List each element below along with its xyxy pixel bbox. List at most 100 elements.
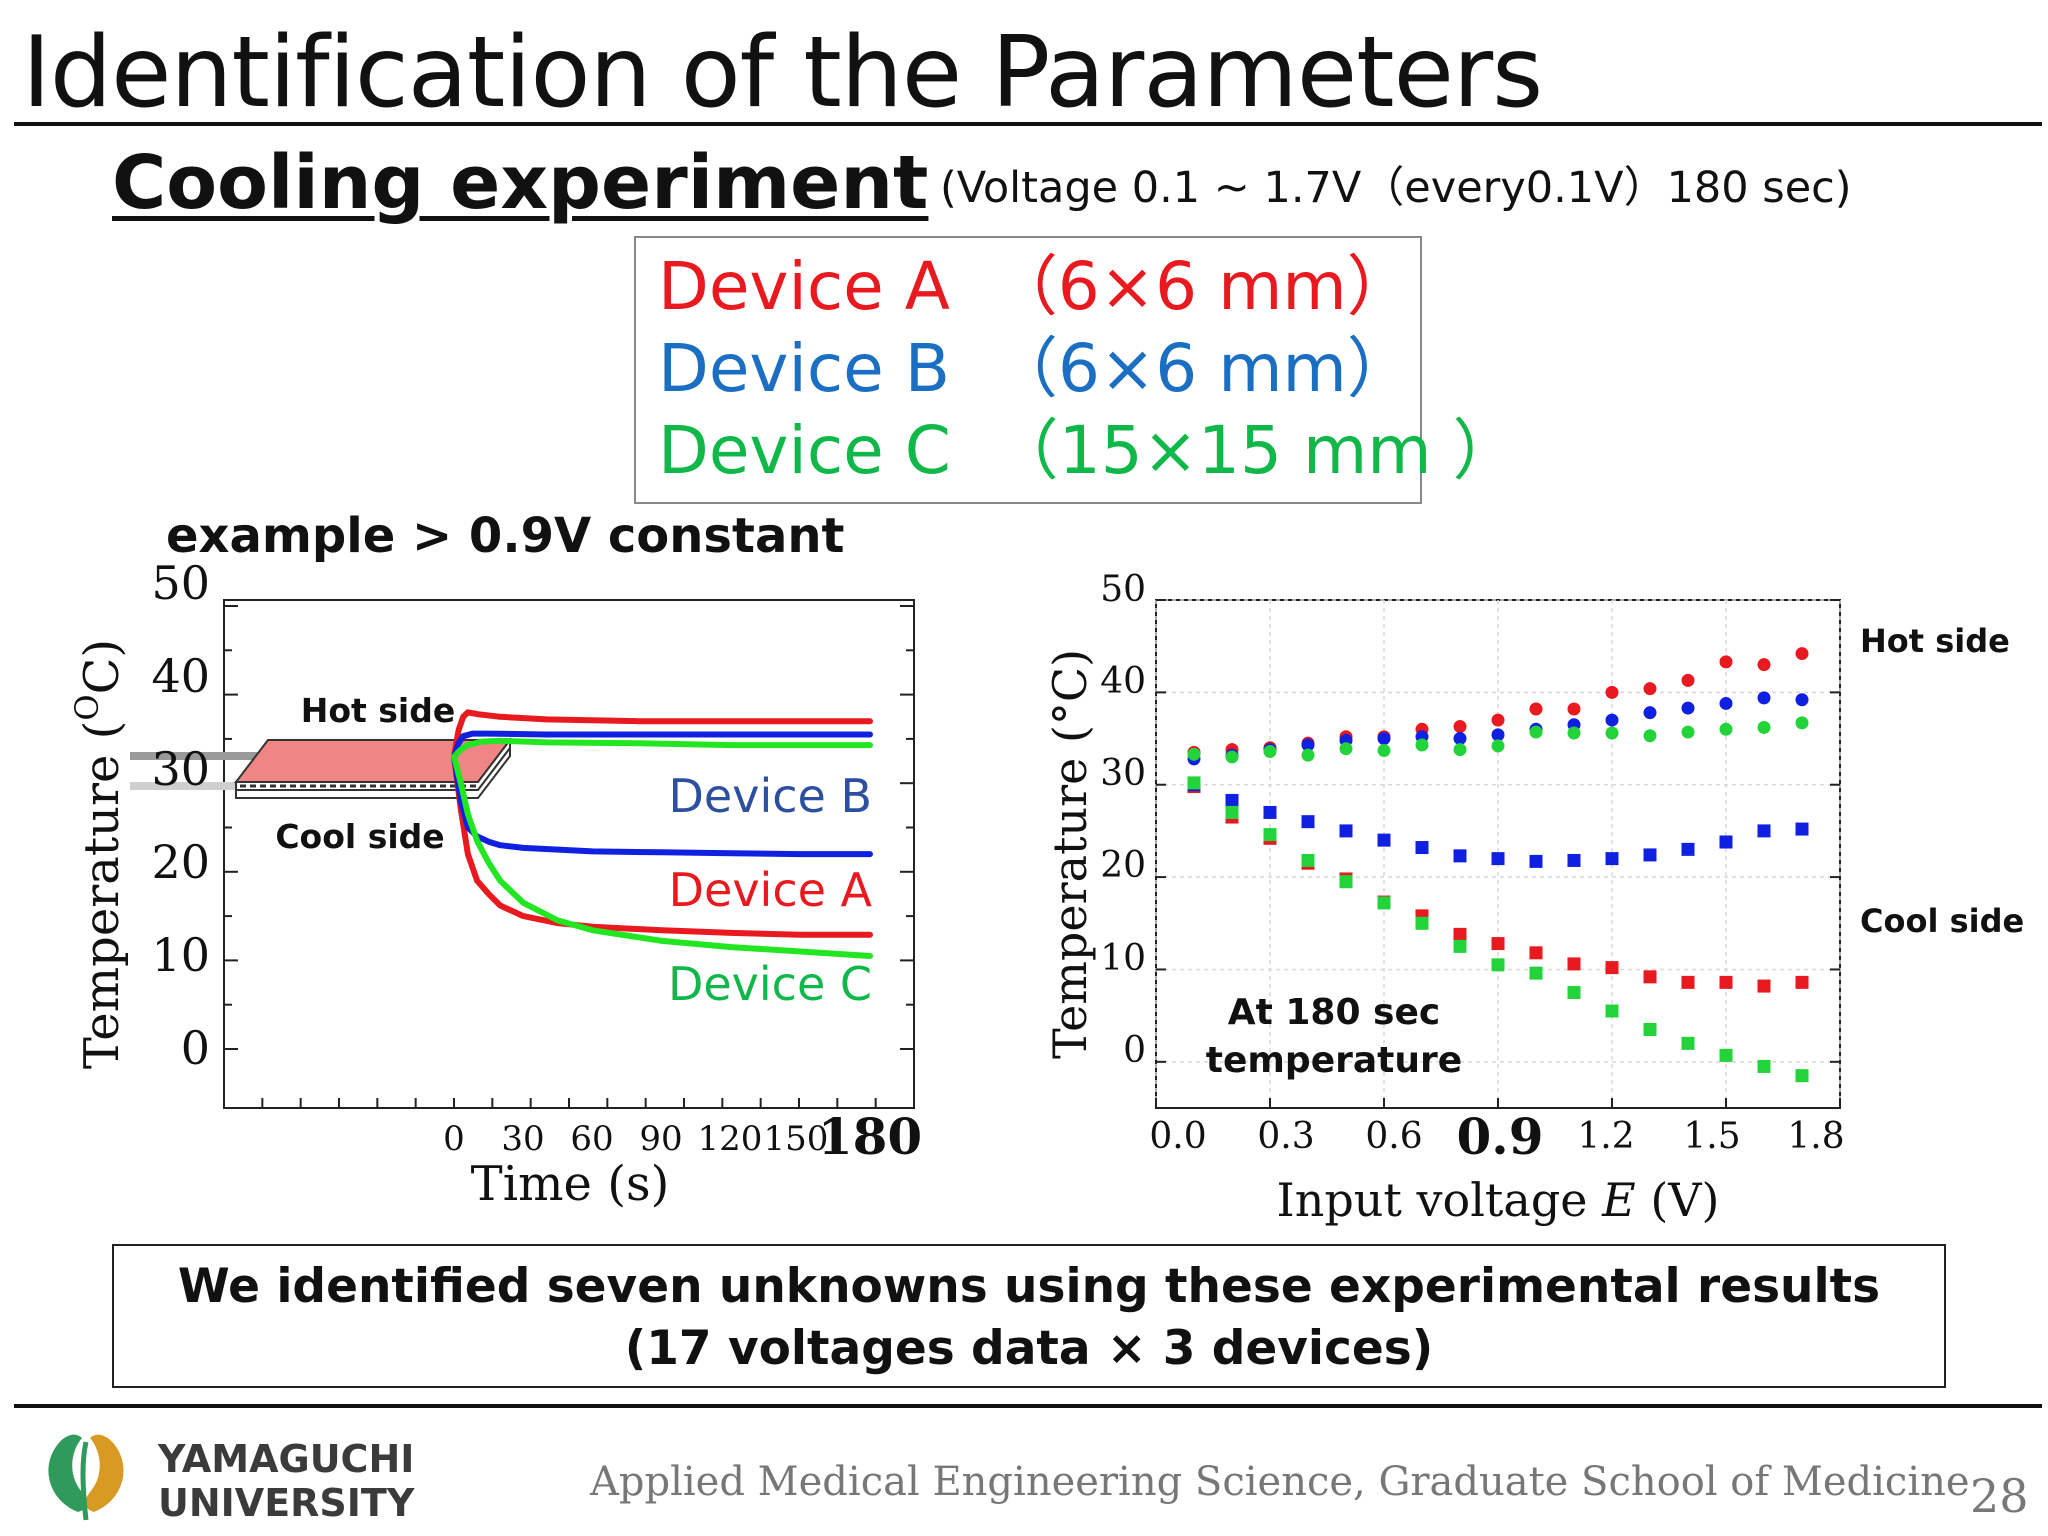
left-x-tick-60: 60	[570, 1119, 613, 1159]
right-point-s5-p9	[1529, 966, 1543, 980]
right-point-s1-p5	[1377, 732, 1391, 746]
right-x-tick-1.5: 1.5	[1683, 1116, 1740, 1157]
right-series-group	[1187, 647, 1809, 1083]
right-point-s1-p14	[1719, 696, 1733, 710]
left-x-tick-120: 120	[698, 1119, 763, 1159]
right-y-tick-40: 40	[1100, 661, 1146, 702]
right-point-s2-p11	[1605, 726, 1619, 740]
left-x-tick-0: 0	[443, 1119, 465, 1159]
right-point-s0-p7	[1453, 720, 1467, 734]
right-point-s4-p9	[1529, 854, 1543, 868]
right-point-s2-p5	[1377, 744, 1391, 758]
left-y-tick-20: 20	[151, 835, 210, 889]
right-point-s5-p5	[1377, 896, 1391, 910]
left-y-tick-30: 30	[151, 742, 210, 796]
legend-device-b: Device B （6×6 mm）	[658, 328, 1413, 410]
right-point-s5-p10	[1567, 986, 1581, 1000]
right-point-s0-p10	[1567, 702, 1581, 716]
logo-right-leaf	[85, 1434, 124, 1512]
left-y-tick-0: 0	[181, 1021, 210, 1075]
right-y-tick-0: 0	[1123, 1030, 1146, 1071]
right-point-s4-p7	[1453, 849, 1467, 863]
right-point-s3-p16	[1795, 975, 1809, 989]
right-point-s5-p1	[1225, 805, 1239, 819]
right-point-s4-p4	[1339, 824, 1353, 838]
left-series-line-2	[451, 737, 873, 760]
right-y-tick-30: 30	[1100, 753, 1146, 794]
left-y-label-main: Temperature (	[74, 721, 130, 1069]
left-y-label-degree: O	[68, 694, 106, 720]
label-device-a: Device A	[669, 863, 873, 917]
right-x-label-post: (V)	[1636, 1173, 1720, 1227]
legend-device-b-size: （6×6 mm）	[991, 330, 1413, 407]
right-point-s2-p7	[1453, 743, 1467, 757]
left-y-axis-label: Temperature (OC)	[68, 639, 130, 1069]
right-point-s2-p8	[1491, 739, 1505, 753]
left-x-tick-90: 90	[639, 1119, 682, 1159]
right-point-s5-p12	[1643, 1022, 1657, 1036]
right-point-s5-p0	[1187, 776, 1201, 790]
logo-text-2: UNIVERSITY	[158, 1481, 415, 1525]
right-point-s0-p11	[1605, 685, 1619, 699]
right-point-s3-p14	[1719, 975, 1733, 989]
logo-text-1: YAMAGUCHI	[157, 1437, 414, 1481]
right-point-s5-p6	[1415, 916, 1429, 930]
right-point-s5-p3	[1301, 853, 1315, 867]
right-point-s2-p16	[1795, 716, 1809, 730]
right-x-label-var: E	[1601, 1173, 1636, 1227]
left-series-line-4	[451, 753, 873, 858]
right-x-tick-0.6: 0.6	[1365, 1116, 1422, 1157]
right-point-s4-p16	[1795, 822, 1809, 836]
right-point-s2-p10	[1567, 726, 1581, 740]
right-point-s2-p12	[1643, 729, 1657, 743]
left-series-line-1	[451, 730, 873, 760]
device-schematic: Hot side Cool side	[130, 691, 513, 856]
cool-plate	[235, 745, 511, 799]
right-tick-marks	[1155, 599, 1841, 1108]
conclusion-line-2: (17 voltages data × 3 devices)	[624, 1321, 1434, 1376]
right-x-tick-1.2: 1.2	[1577, 1116, 1634, 1157]
right-y-tick-50: 50	[1100, 569, 1146, 610]
right-x-tick-0.9: 0.9	[1457, 1107, 1544, 1166]
right-point-s1-p12	[1643, 706, 1657, 720]
title-divider	[14, 122, 2042, 126]
right-point-s4-p14	[1719, 835, 1733, 849]
right-point-s0-p16	[1795, 647, 1809, 661]
right-point-s3-p8	[1491, 937, 1505, 951]
right-point-s2-p3	[1301, 748, 1315, 762]
right-y-tick-20: 20	[1100, 845, 1146, 886]
right-point-s3-p15	[1757, 979, 1771, 993]
left-x-tick-30: 30	[501, 1119, 544, 1159]
right-point-s2-p4	[1339, 742, 1353, 756]
slide-title: Identification of the Parameters	[22, 16, 1543, 130]
hot-side-label: Hot side	[301, 691, 456, 730]
left-series-line-3	[451, 753, 873, 938]
left-series-line-0	[451, 709, 873, 760]
right-point-s4-p1	[1225, 793, 1239, 807]
right-point-s5-p14	[1719, 1048, 1733, 1062]
footer-divider	[14, 1404, 2042, 1408]
right-point-s5-p13	[1681, 1036, 1695, 1050]
right-point-s5-p8	[1491, 958, 1505, 972]
legend-device-a-name: Device A	[658, 248, 950, 325]
note-line-2: temperature	[1206, 1040, 1462, 1081]
right-point-s3-p12	[1643, 970, 1657, 984]
right-x-tick-0.0: 0.0	[1149, 1116, 1206, 1157]
voltage-temperature-chart: 0 10 20 30 40 50 0.0 0.3 0.6 1.2 1.5 1.8…	[1043, 569, 2024, 1227]
cool-side-label: Cool side	[275, 817, 444, 856]
right-point-s1-p15	[1757, 691, 1771, 705]
right-point-s1-p11	[1605, 713, 1619, 727]
right-point-s5-p15	[1757, 1059, 1771, 1073]
right-point-s5-p16	[1795, 1069, 1809, 1083]
example-label: example > 0.9V constant	[166, 508, 845, 564]
right-point-s2-p1	[1225, 750, 1239, 764]
right-point-s4-p13	[1681, 842, 1695, 856]
right-point-s0-p13	[1681, 673, 1695, 687]
right-point-s4-p3	[1301, 815, 1315, 829]
right-point-s1-p3	[1301, 738, 1315, 752]
right-point-s0-p8	[1491, 713, 1505, 727]
right-point-s0-p12	[1643, 682, 1657, 696]
left-series-group	[451, 709, 873, 959]
right-y-tick-10: 10	[1100, 938, 1146, 979]
right-x-tick-0.3: 0.3	[1257, 1116, 1314, 1157]
